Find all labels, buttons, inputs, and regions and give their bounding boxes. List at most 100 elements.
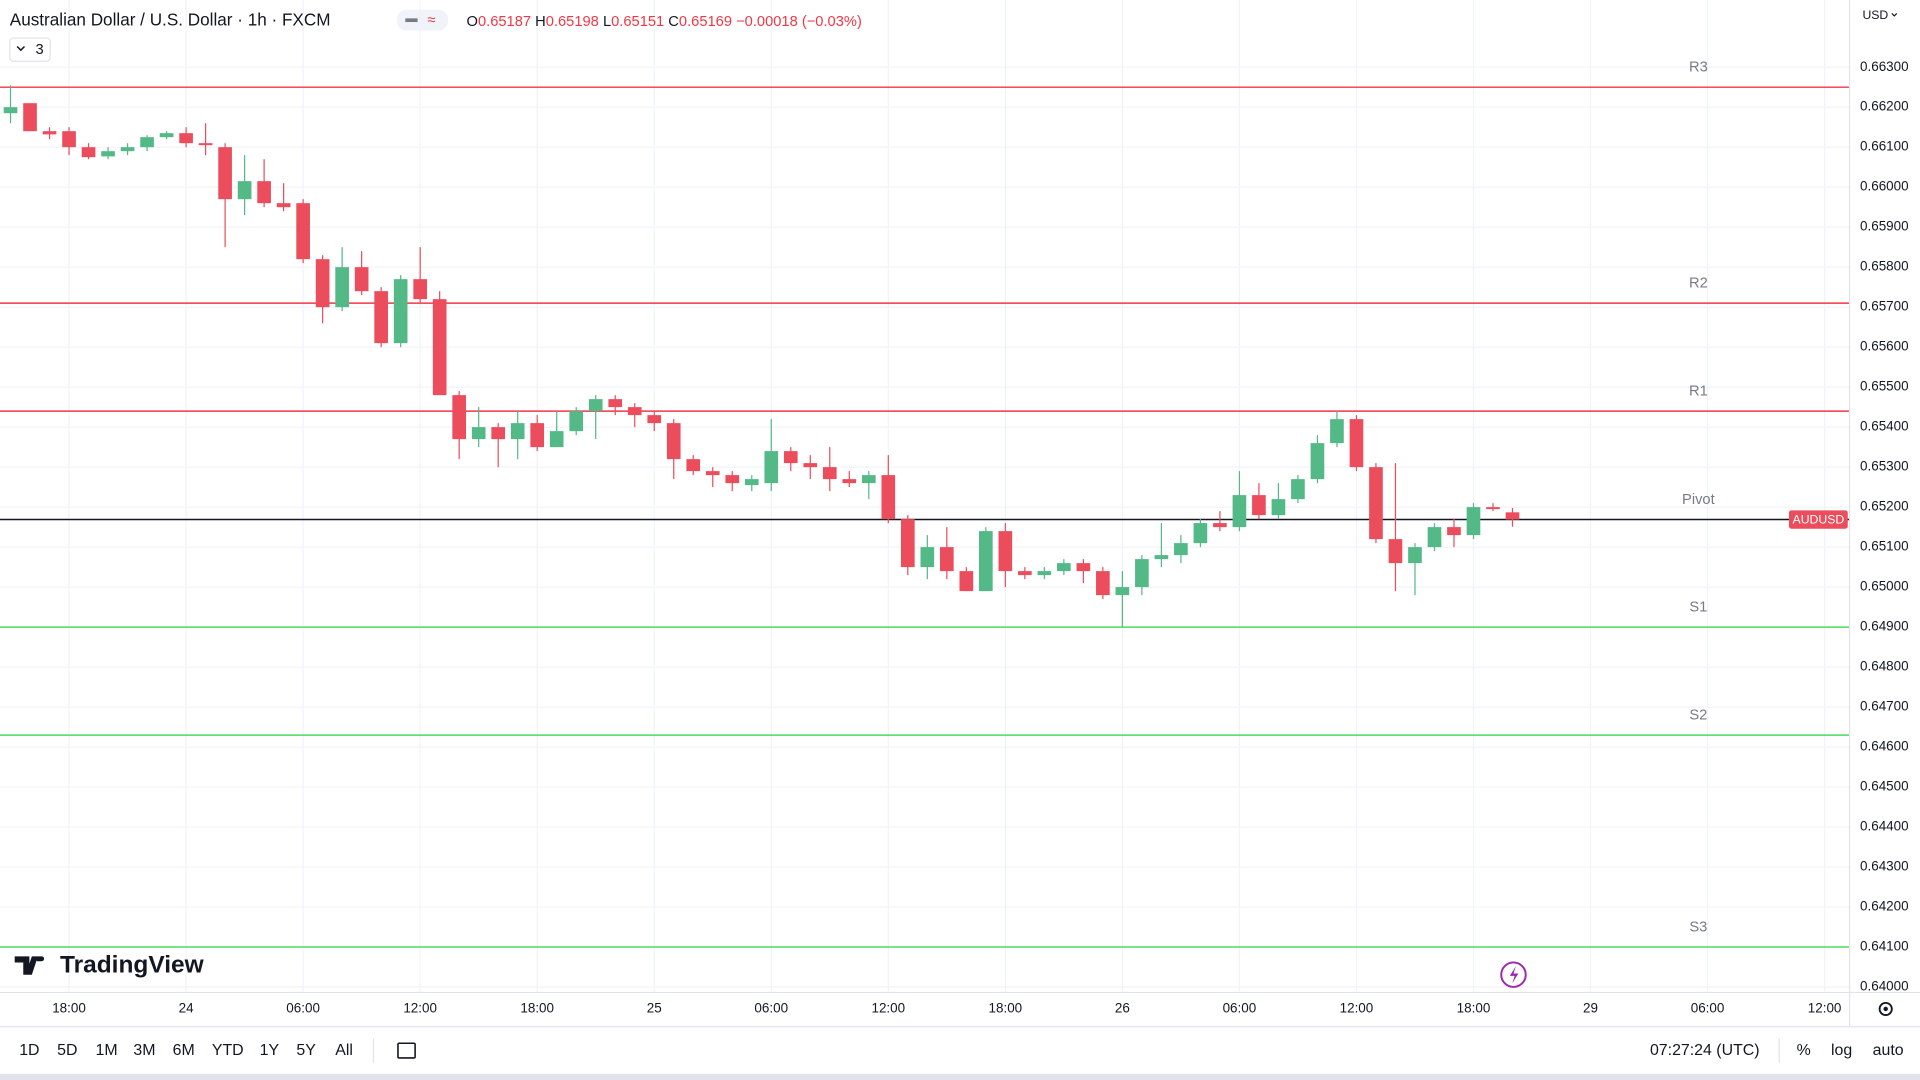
- candle-body: [666, 423, 681, 460]
- y-tick-label: 0.66100: [1860, 139, 1909, 154]
- candle-body: [1408, 547, 1422, 564]
- x-tick-label: 12:00: [871, 1001, 905, 1016]
- candle-body: [432, 299, 447, 396]
- ohlc-label: O: [467, 14, 478, 30]
- y-tick-label: 0.66300: [1860, 59, 1909, 74]
- candle-body: [1135, 559, 1149, 588]
- x-tick-label: 12:00: [403, 1001, 437, 1016]
- y-tick-label: 0.64600: [1860, 739, 1909, 754]
- range-button[interactable]: 1M: [95, 1042, 117, 1059]
- candle-body: [1505, 512, 1520, 520]
- candle-body: [1193, 523, 1208, 544]
- y-tick-label: 0.65500: [1860, 379, 1909, 394]
- candle-body: [920, 547, 935, 568]
- candle-body: [120, 147, 135, 152]
- indicator-toggle[interactable]: [9, 37, 51, 62]
- candle-body: [159, 133, 174, 138]
- ohlc-label: C: [668, 14, 679, 30]
- candle-body: [1037, 571, 1052, 576]
- y-tick-label: 0.65700: [1860, 299, 1909, 314]
- axes: 0.66300 0.66200 0.66100 0.66000 0.65900 0.658…: [52, 59, 1908, 1016]
- candle-body: [686, 459, 701, 472]
- indicator-count[interactable]: 3: [36, 42, 44, 58]
- candle-body: [257, 181, 271, 204]
- candle-body: [822, 467, 837, 480]
- candle-body: [81, 147, 96, 158]
- candle-body: [725, 475, 740, 484]
- pivot-label: S2: [1689, 707, 1707, 723]
- clock[interactable]: 07:27:24 (UTC): [1650, 1042, 1760, 1059]
- candle-body: [335, 267, 349, 308]
- settings-icon[interactable]: [1878, 1001, 1893, 1017]
- y-tick-label: 0.64200: [1860, 899, 1909, 914]
- candle-body: [23, 103, 37, 132]
- percent-toggle[interactable]: %: [1797, 1042, 1811, 1059]
- candle-body: [842, 479, 857, 484]
- auto-toggle[interactable]: auto: [1873, 1042, 1904, 1059]
- candle-body: [1076, 563, 1091, 572]
- y-tick-label: 0.65600: [1860, 339, 1909, 354]
- x-tick-label: 18:00: [989, 1001, 1023, 1016]
- range-button[interactable]: All: [335, 1042, 353, 1059]
- pivot-levels: R3 R2 R1 Pivot S1 S2 S3: [0, 59, 1849, 948]
- range-button[interactable]: 6M: [173, 1042, 195, 1059]
- candle-body: [647, 415, 662, 424]
- candle-body: [1427, 527, 1442, 548]
- x-tick-label: 12:00: [1808, 1001, 1842, 1016]
- candle-body: [939, 547, 954, 572]
- range-button[interactable]: 1D: [19, 1042, 39, 1059]
- candle-body: [881, 475, 896, 520]
- candle-body: [1232, 495, 1247, 528]
- y-tick-label: 0.64300: [1860, 859, 1909, 874]
- candle-body: [1388, 539, 1403, 564]
- y-tick-label: 0.64000: [1860, 979, 1909, 994]
- currency-label[interactable]: USD: [1862, 8, 1888, 22]
- symbol-title: Australian Dollar / U.S. Dollar · 1h · F…: [10, 9, 331, 29]
- x-tick-label: 26: [1115, 1001, 1130, 1016]
- range-button[interactable]: YTD: [212, 1042, 244, 1059]
- range-button[interactable]: 5Y: [296, 1042, 316, 1059]
- candle-body: [354, 267, 369, 292]
- candle-body: [1096, 571, 1110, 596]
- pivot-label: S1: [1689, 599, 1707, 615]
- candle-body: [140, 137, 154, 148]
- candle-body: [276, 203, 291, 208]
- y-tick-label: 0.65100: [1860, 539, 1909, 554]
- candle-body: [179, 133, 193, 144]
- x-tick-label: 06:00: [1691, 1001, 1725, 1016]
- candle-body: [959, 571, 974, 592]
- y-tick-label: 0.65800: [1860, 259, 1909, 274]
- candle-body: [393, 279, 408, 344]
- change: −0.00018 (−0.03%): [736, 14, 862, 30]
- x-tick-label: 25: [647, 1001, 662, 1016]
- candle-body: [803, 463, 818, 468]
- candle-body: [998, 531, 1013, 572]
- log-toggle[interactable]: log: [1831, 1042, 1852, 1059]
- candle-body: [1174, 543, 1188, 556]
- ohlc-label: H: [535, 14, 546, 30]
- news-icon[interactable]: [1500, 961, 1527, 988]
- candle-body: [588, 399, 603, 412]
- candle-body: [510, 423, 525, 440]
- candle-body: [530, 423, 545, 448]
- candle-body: [783, 451, 798, 464]
- x-tick-label: 18:00: [52, 1001, 86, 1016]
- ohlc-value: 0.65169: [679, 14, 732, 30]
- candle-body: [1466, 507, 1481, 536]
- y-tick-label: 0.66000: [1860, 179, 1909, 194]
- bottom-strip: [0, 1073, 1920, 1080]
- range-button[interactable]: 1Y: [260, 1042, 280, 1059]
- candle-body: [900, 519, 915, 568]
- last-price-symbol: AUDUSD: [1793, 512, 1845, 526]
- y-tick-label: 0.64400: [1860, 819, 1909, 834]
- range-button[interactable]: 5D: [57, 1042, 77, 1059]
- range-button[interactable]: 3M: [133, 1042, 155, 1059]
- candle-body: [1115, 587, 1130, 596]
- y-tick-label: 0.65900: [1860, 219, 1909, 234]
- ohlc-values: O0.65187 H0.65198 L0.65151 C0.65169 −0.0…: [467, 14, 862, 30]
- date-range-button[interactable]: [397, 1042, 416, 1059]
- x-tick-label: 18:00: [1457, 1001, 1491, 1016]
- candle-body: [198, 143, 213, 146]
